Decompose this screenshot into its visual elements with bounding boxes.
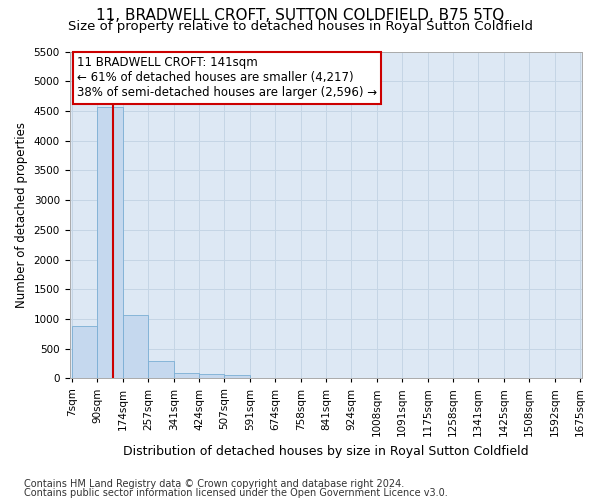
Bar — [97, 108, 123, 378]
Bar — [72, 326, 97, 378]
Bar — [148, 361, 173, 378]
Y-axis label: Number of detached properties: Number of detached properties — [15, 122, 28, 308]
Bar — [123, 316, 148, 378]
Text: 11 BRADWELL CROFT: 141sqm
← 61% of detached houses are smaller (4,217)
38% of se: 11 BRADWELL CROFT: 141sqm ← 61% of detac… — [77, 56, 377, 100]
Text: Contains public sector information licensed under the Open Government Licence v3: Contains public sector information licen… — [24, 488, 448, 498]
X-axis label: Distribution of detached houses by size in Royal Sutton Coldfield: Distribution of detached houses by size … — [123, 444, 529, 458]
Bar — [174, 373, 199, 378]
Text: 11, BRADWELL CROFT, SUTTON COLDFIELD, B75 5TQ: 11, BRADWELL CROFT, SUTTON COLDFIELD, B7… — [96, 8, 504, 22]
Text: Contains HM Land Registry data © Crown copyright and database right 2024.: Contains HM Land Registry data © Crown c… — [24, 479, 404, 489]
Bar — [199, 374, 224, 378]
Bar — [224, 376, 250, 378]
Text: Size of property relative to detached houses in Royal Sutton Coldfield: Size of property relative to detached ho… — [67, 20, 533, 33]
